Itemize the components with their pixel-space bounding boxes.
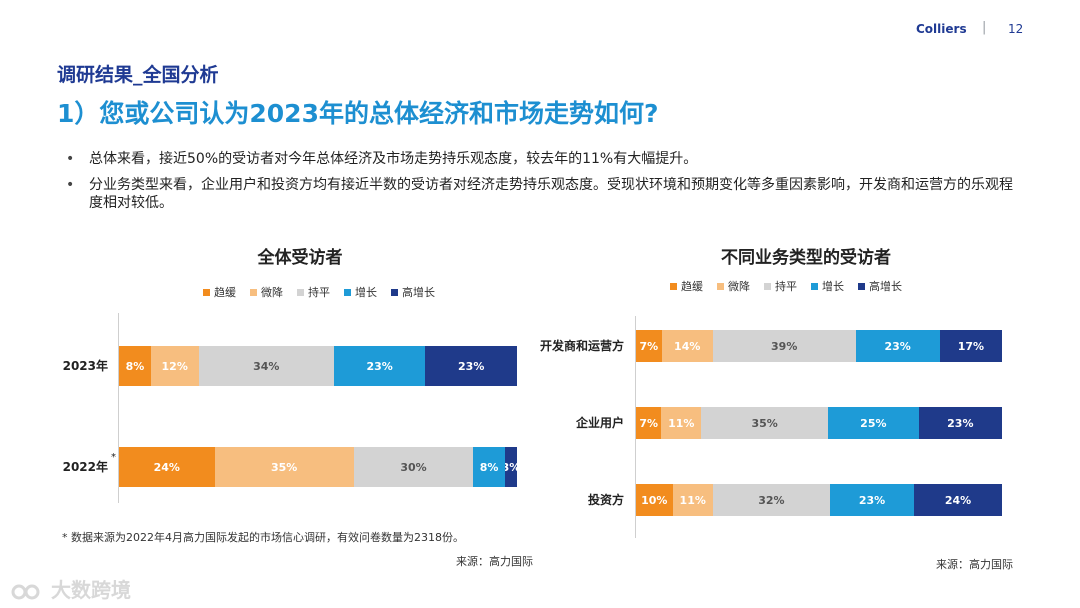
bar-segment: 23% [918,407,1002,439]
page-title: 1）您或公司认为2023年的总体经济和市场走势如何? [57,99,659,128]
legend-label: 趋缓 [681,280,703,293]
category-label: 开发商和运营方 [539,339,624,353]
bar-segment: 39% [712,330,856,362]
legend-swatch [250,288,257,296]
brand-logo: Colliers [916,22,967,36]
legend-swatch [764,282,771,290]
header-separator: | [982,20,987,35]
stacked-bar: 8% 12% 34% 23% 23% [119,346,517,386]
category-label: 企业用户 [575,416,624,430]
bar-segment: 14% [661,330,713,362]
legend-label: 微降 [728,280,750,293]
bar-segment: 35% [214,447,354,487]
legend-item: 微降 [717,278,750,294]
bullet-item: • 分业务类型来看，企业用户和投资方均有接近半数的受访者对经济走势持乐观态度。受现… [62,176,1022,212]
legend-item: 趋缓 [670,278,703,294]
bar-segment: 3% [505,447,517,487]
watermark: 大数跨境 [10,574,131,603]
legend-swatch [717,282,724,290]
bar-segment: 8% [119,346,151,386]
watermark-text: 大数跨境 [50,578,131,602]
chart-axis-all [118,313,119,503]
legend-swatch [391,288,398,296]
legend-item: 增长 [811,278,844,294]
bar-segment: 32% [712,484,830,516]
chart-legend-all: 趋缓 微降 持平 增长 高增长 [203,284,435,300]
legend-label: 持平 [775,280,797,293]
chart-axis-business [635,316,636,538]
bar-segment: 23% [829,484,915,516]
chart-source-all: 来源：高力国际 [456,555,533,568]
stacked-bar: 24%35%30%8%3% [119,447,517,487]
category-label: 2022年 * [62,452,116,474]
legend-label: 增长 [822,280,844,293]
chart-source-business: 来源：高力国际 [936,558,1013,571]
bar-segment: 11% [672,484,713,516]
bar-segment: 23% [425,346,517,386]
bar-segment: 23% [333,346,426,386]
category-label: 投资方 [587,493,624,507]
bar-segment: 11% [661,407,702,439]
bar-segment: 24% [119,447,215,487]
bar-segment: 7% [636,330,662,362]
legend-label: 高增长 [869,280,902,293]
bullet-marker: • [66,151,75,167]
watermark-logo-icon [11,584,40,599]
bar-segment: 24% [914,484,1002,516]
bar-segment: 34% [198,346,334,386]
bar-segment: 25% [828,407,919,439]
legend-label: 高增长 [402,286,435,299]
legend-label: 趋缓 [214,286,236,299]
legend-swatch [670,282,677,290]
chart-title-all: 全体受访者 [257,248,343,268]
bullet-marker: • [66,177,75,193]
bar-segment: 10% [636,484,673,516]
bullet-item: • 总体来看，接近50%的受访者对今年总体经济及市场走势持乐观态度，较去年的11%… [62,150,1022,168]
chart-title-business: 不同业务类型的受访者 [721,248,891,268]
legend-item: 持平 [764,278,797,294]
chart-footnote: * 数据来源为2022年4月高力国际发起的市场信心调研，有效问卷数量为2318份… [62,531,464,544]
legend-label: 增长 [355,286,377,299]
bar-segment: 23% [855,330,940,362]
legend-item: 高增长 [858,278,902,294]
legend-swatch [203,288,210,296]
chart-legend-business: 趋缓 微降 持平 增长 高增长 [670,278,902,294]
legend-swatch [297,288,304,296]
legend-item: 微降 [250,284,283,300]
bar-segment: 8% [473,447,506,487]
legend-item: 增长 [344,284,377,300]
bar-segment: 35% [701,407,829,439]
legend-swatch [811,282,818,290]
legend-label: 持平 [308,286,330,299]
legend-label: 微降 [261,286,283,299]
bar-segment: 7% [636,407,662,439]
stacked-bar: 7% 11% 35% 25% 23% [636,407,1002,439]
stacked-bar: 7% 14% 39% 23% 17% [636,330,1002,362]
section-kicker: 调研结果_全国分析 [57,64,219,86]
category-label: 2023年 [62,359,108,373]
category-footnote-mark: * [111,452,116,463]
stacked-bar: 10% 11% 32% 23% 24% [636,484,1002,516]
page-number: 12 [1008,22,1024,36]
bullet-text: 总体来看，接近50%的受访者对今年总体经济及市场走势持乐观态度，较去年的11%有… [89,151,698,167]
bullet-list: • 总体来看，接近50%的受访者对今年总体经济及市场走势持乐观态度，较去年的11%… [62,150,1022,220]
legend-item: 持平 [297,284,330,300]
bar-segment: 12% [150,346,199,386]
bullet-text: 分业务类型来看，企业用户和投资方均有接近半数的受访者对经济走势持乐观态度。受现状… [89,177,1013,211]
bar-segment: 17% [939,330,1002,362]
bar-segment: 30% [353,447,474,487]
legend-swatch [858,282,865,290]
legend-item: 趋缓 [203,284,236,300]
legend-item: 高增长 [391,284,435,300]
legend-swatch [344,288,351,296]
